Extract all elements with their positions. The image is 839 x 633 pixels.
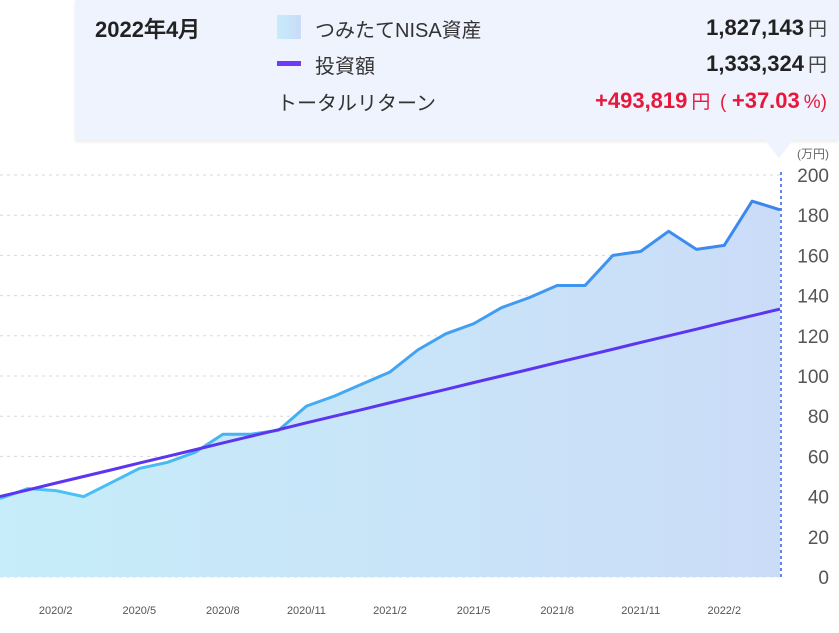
x-tick-label: 2020/5: [122, 605, 156, 617]
tooltip-row-return: トータルリターン +493,819 円 ( +37.03%): [277, 85, 827, 115]
tooltip-row-asset: つみたてNISA資産 1,827,143 円: [277, 12, 827, 42]
y-tick-label: 200: [797, 166, 829, 187]
y-tick-label: 80: [808, 407, 829, 428]
tooltip-pointer: [765, 140, 793, 158]
x-tick-label: 2021/5: [457, 605, 491, 617]
y-tick-label: 100: [797, 367, 829, 388]
yen-unit: 円: [691, 92, 711, 113]
asset-label: つみたてNISA資産: [315, 20, 482, 42]
x-tick-label: 2021/2: [373, 605, 407, 617]
tooltip-row-invest: 投資額 1,333,324 円: [277, 48, 827, 78]
invest-legend-swatch: [277, 61, 301, 66]
yen-unit: 円: [807, 19, 827, 40]
tooltip-date: 2022年4月: [95, 17, 201, 42]
invest-value: 1,333,324: [706, 51, 804, 76]
x-tick-label: 2020/8: [206, 605, 240, 617]
x-tick-label: 2020/11: [287, 605, 326, 617]
y-tick-label: 0: [818, 568, 829, 589]
tooltip: 2022年4月 つみたてNISA資産 1,827,143 円 投資額 1,333,…: [75, 0, 839, 140]
invest-line: [0, 307, 781, 499]
return-value: +493,819: [595, 88, 688, 113]
asset-line: [0, 199, 781, 501]
y-tick-label: 20: [808, 528, 829, 549]
return-percent: +37.03: [731, 88, 800, 113]
y-unit-label: (万円): [797, 147, 829, 161]
y-tick-label: 140: [797, 287, 829, 308]
asset-area: [0, 201, 780, 577]
x-tick-label: 2021/8: [540, 605, 574, 617]
x-tick-label: 2020/2: [39, 605, 73, 617]
x-tick-label: 2021/11: [621, 605, 660, 617]
y-tick-label: 120: [797, 327, 829, 348]
return-label: トータルリターン: [277, 93, 436, 115]
y-tick-label: 180: [797, 206, 829, 227]
y-tick-label: 60: [808, 447, 829, 468]
x-tick-label: 2022/2: [707, 605, 741, 617]
asset-value: 1,827,143: [706, 15, 804, 40]
y-axis: 0 20 40 60 80 100 120 140 160 180 200: [797, 166, 829, 589]
asset-legend-swatch: [277, 15, 301, 39]
y-tick-label: 160: [797, 246, 829, 267]
pct-open: (: [719, 92, 727, 113]
y-tick-label: 40: [808, 488, 829, 509]
invest-label: 投資額: [315, 56, 375, 78]
yen-unit: 円: [807, 55, 827, 76]
x-axis: 2020/2 2020/5 2020/8 2020/11 2021/2 2021/5 202…: [39, 605, 741, 617]
pct-close: %): [803, 92, 827, 113]
